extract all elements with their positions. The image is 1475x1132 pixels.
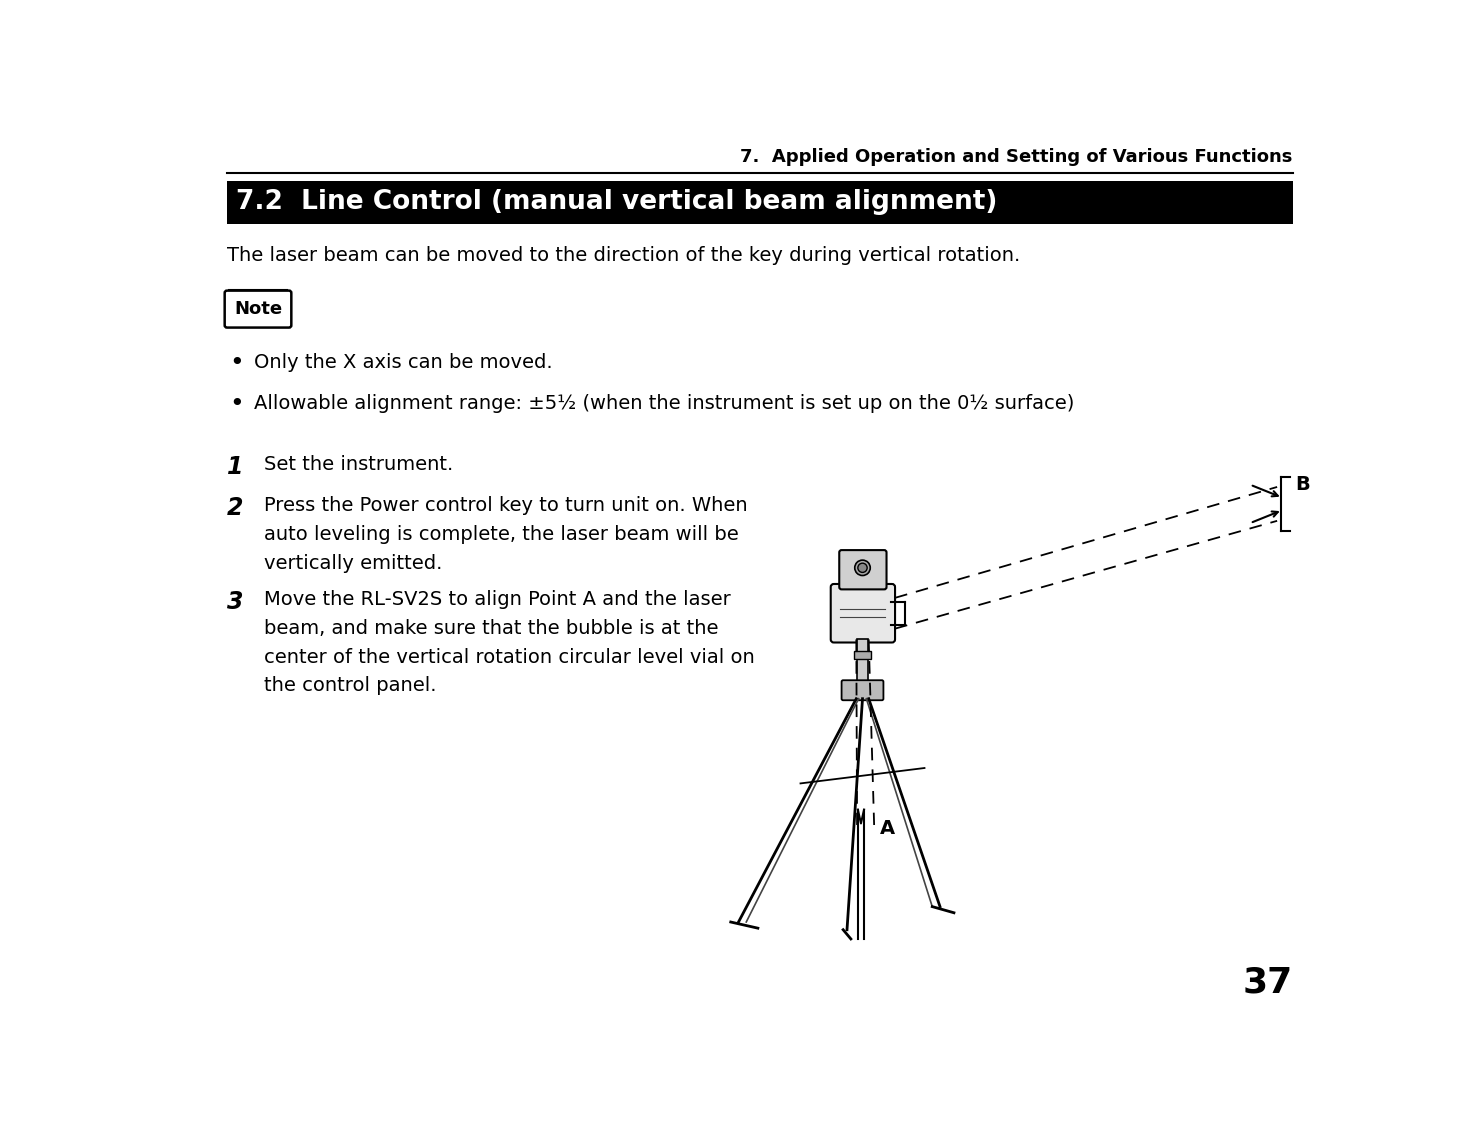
Circle shape — [854, 560, 870, 575]
Text: Only the X axis can be moved.: Only the X axis can be moved. — [254, 353, 553, 372]
FancyBboxPatch shape — [224, 291, 292, 327]
Text: Allowable alignment range: ±5½ (when the instrument is set up on the 0½ surface): Allowable alignment range: ±5½ (when the… — [254, 394, 1074, 413]
FancyBboxPatch shape — [830, 584, 895, 643]
Text: 3: 3 — [227, 590, 243, 615]
Text: 37: 37 — [1242, 966, 1292, 1000]
Text: A: A — [881, 820, 895, 839]
Bar — [227, 180, 1292, 224]
Bar — [854, 651, 872, 659]
Text: B: B — [1295, 475, 1310, 495]
FancyBboxPatch shape — [839, 550, 886, 590]
Text: 7.  Applied Operation and Setting of Various Functions: 7. Applied Operation and Setting of Vari… — [740, 148, 1292, 166]
Text: Move the RL-SV2S to align Point A and the laser
beam, and make sure that the bub: Move the RL-SV2S to align Point A and th… — [264, 590, 755, 695]
Text: Press the Power control key to turn unit on. When
auto leveling is complete, the: Press the Power control key to turn unit… — [264, 496, 748, 573]
Text: •: • — [229, 351, 243, 375]
Text: Note: Note — [235, 300, 282, 318]
Text: 1: 1 — [227, 455, 243, 479]
Text: •: • — [229, 392, 243, 415]
Text: 7.2  Line Control (manual vertical beam alignment): 7.2 Line Control (manual vertical beam a… — [236, 189, 997, 215]
Circle shape — [858, 564, 867, 573]
FancyBboxPatch shape — [842, 680, 884, 701]
Text: 2: 2 — [227, 496, 243, 521]
Text: The laser beam can be moved to the direction of the key during vertical rotation: The laser beam can be moved to the direc… — [227, 246, 1021, 265]
Text: Set the instrument.: Set the instrument. — [264, 455, 453, 474]
Bar — [857, 640, 867, 681]
